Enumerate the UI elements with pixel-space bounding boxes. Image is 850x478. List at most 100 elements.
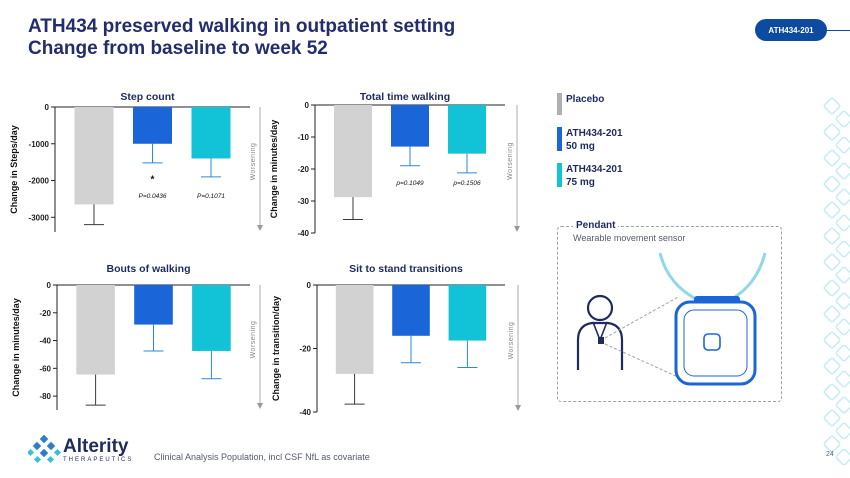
y-tick-label: -40 <box>297 229 309 238</box>
tag-connector-line <box>826 30 850 31</box>
decorative-diamond <box>835 240 850 258</box>
legend-label: ATH434-201 50 mg <box>566 127 623 153</box>
y-tick-label: -20 <box>39 309 51 318</box>
legend-label-dose: 75 mg <box>566 177 595 188</box>
worsening-label: Worsening <box>508 322 515 360</box>
decorative-diamond <box>835 188 850 206</box>
decorative-diamond <box>835 448 850 466</box>
legend-label-drug: ATH434-201 <box>566 128 623 139</box>
y-axis-label: Change in minutes/day <box>269 120 279 219</box>
y-tick-label: -2000 <box>29 177 50 186</box>
decorative-diamond <box>835 136 850 154</box>
y-tick-label: 0 <box>307 281 312 290</box>
alterity-logo-icon <box>28 435 62 464</box>
page-number: 24 <box>826 451 834 458</box>
pendant-subtitle: Wearable movement sensor <box>573 233 686 243</box>
bar <box>334 105 372 198</box>
bar <box>335 285 374 374</box>
decorative-diamond <box>823 331 841 349</box>
y-tick-label: -80 <box>39 392 51 401</box>
worsening-label: Worsening <box>250 143 257 181</box>
legend-label-dose: 50 mg <box>566 141 595 152</box>
chart-title: Sit to stand transitions <box>349 263 463 275</box>
decorative-diamond <box>835 422 850 440</box>
chart-title: Bouts of walking <box>107 263 191 275</box>
title-line-2: Change from baseline to week 52 <box>28 38 328 59</box>
chart-title: Step count <box>120 91 175 103</box>
bar <box>191 107 231 159</box>
bar <box>392 285 430 336</box>
p-value-annotation: P=0.0436 <box>138 193 166 200</box>
decorative-diamond <box>823 97 841 115</box>
bar <box>76 285 115 375</box>
p-value-annotation: p=0.1506 <box>452 180 481 187</box>
bar <box>192 285 231 351</box>
worsening-label: Worsening <box>507 142 514 180</box>
y-tick-label: -10 <box>297 133 309 142</box>
y-tick-label: 0 <box>45 103 50 112</box>
legend-label-drug: ATH434-201 <box>566 164 623 175</box>
decorative-diamond <box>823 175 841 193</box>
bar <box>391 105 429 147</box>
page-title: ATH434 preserved walking in outpatient s… <box>28 16 455 60</box>
footnote: Clinical Analysis Population, incl CSF N… <box>154 452 370 462</box>
decorative-diamond <box>823 253 841 271</box>
y-axis-label: Change in Steps/day <box>9 125 19 214</box>
pendant-illustration <box>576 252 767 386</box>
worsening-arrow-head <box>515 405 521 411</box>
y-axis-label: Change in transition/day <box>271 296 281 401</box>
worsening-arrow-head <box>514 226 520 232</box>
pendant-panel <box>557 226 782 402</box>
bar <box>74 107 114 205</box>
decorative-diamond <box>835 292 850 310</box>
product-tag: ATH434-201 <box>755 19 827 41</box>
y-tick-label: 0 <box>305 101 310 110</box>
legend-label: Placebo <box>566 94 605 105</box>
decorative-diamond <box>835 266 850 284</box>
decorative-diamond <box>823 201 841 219</box>
decorative-diamond <box>823 149 841 167</box>
y-axis-label: Change in minutes/day <box>11 298 21 397</box>
y-tick-label: -40 <box>299 408 311 417</box>
decorative-diamond <box>835 162 850 180</box>
y-tick-label: -1000 <box>29 140 50 149</box>
bar <box>133 107 172 144</box>
decorative-diamond <box>823 227 841 245</box>
y-tick-label: -3000 <box>29 213 50 222</box>
legend-swatch <box>557 127 562 151</box>
y-tick-label: -20 <box>297 165 309 174</box>
decorative-diamond <box>835 318 850 336</box>
decorative-diamond <box>823 409 841 427</box>
brand-subtitle: THERAPEUTICS <box>63 457 134 463</box>
title-line-1: ATH434 preserved walking in outpatient s… <box>28 16 456 37</box>
legend-label: ATH434-201 75 mg <box>566 163 623 189</box>
y-tick-label: -40 <box>39 337 51 346</box>
pendant-title: Pendant <box>573 220 619 231</box>
chart-title: Total time walking <box>360 91 450 103</box>
worsening-arrow-head <box>257 403 263 409</box>
decorative-diamond <box>823 383 841 401</box>
legend-swatch <box>557 163 562 187</box>
decorative-diamond <box>835 344 850 362</box>
decorative-diamond <box>835 214 850 232</box>
worsening-arrow-head <box>257 225 263 231</box>
decorative-diamond <box>823 357 841 375</box>
decorative-diamond <box>823 123 841 141</box>
y-tick-label: -60 <box>39 364 51 373</box>
p-value-annotation: p=0.1049 <box>395 180 424 187</box>
y-tick-label: 0 <box>47 281 52 290</box>
y-tick-label: -20 <box>299 345 311 354</box>
bar <box>134 285 173 325</box>
p-value-annotation: P=0.1071 <box>197 193 225 200</box>
decorative-diamond <box>823 435 841 453</box>
bar <box>448 105 486 154</box>
bar <box>448 285 487 341</box>
y-tick-label: -30 <box>297 197 309 206</box>
decorative-diamond <box>835 370 850 388</box>
legend-swatch <box>557 93 562 115</box>
decorative-diamond <box>823 279 841 297</box>
decorative-diamond <box>823 305 841 323</box>
decorative-diamond <box>835 110 850 128</box>
brand-name: Alterity <box>63 436 129 457</box>
